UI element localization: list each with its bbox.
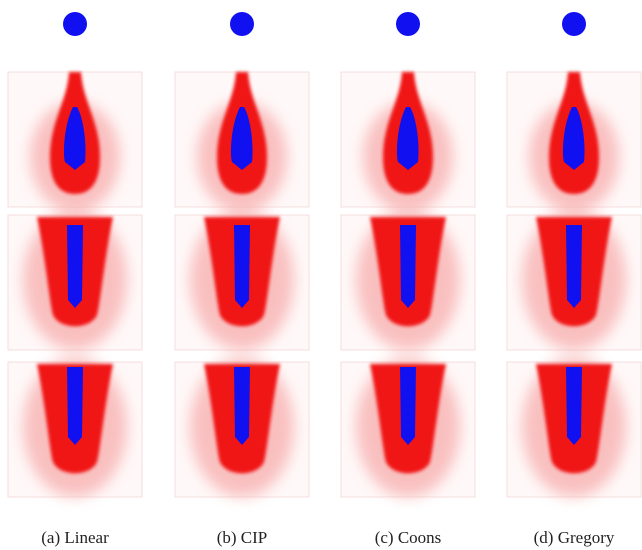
blue-shape [562,107,585,170]
caption: (a) Linear [41,528,109,547]
caption: (c) Coons [375,528,442,547]
blue-disk [63,12,87,36]
blue-shape [566,367,582,445]
blue-shape [400,225,416,308]
blue-shape [67,225,83,308]
blue-shape [396,107,419,170]
caption: (b) CIP [217,528,268,547]
blue-disk [396,12,420,36]
blue-shape [400,367,416,445]
blue-shape [63,107,86,170]
blue-disk [230,12,254,36]
caption: (d) Gregory [534,528,615,547]
blue-shape [566,225,582,308]
blue-shape [230,107,253,170]
blue-shape [234,367,250,445]
blue-shape [67,367,83,445]
blue-shape [234,225,250,308]
blue-disk [562,12,586,36]
